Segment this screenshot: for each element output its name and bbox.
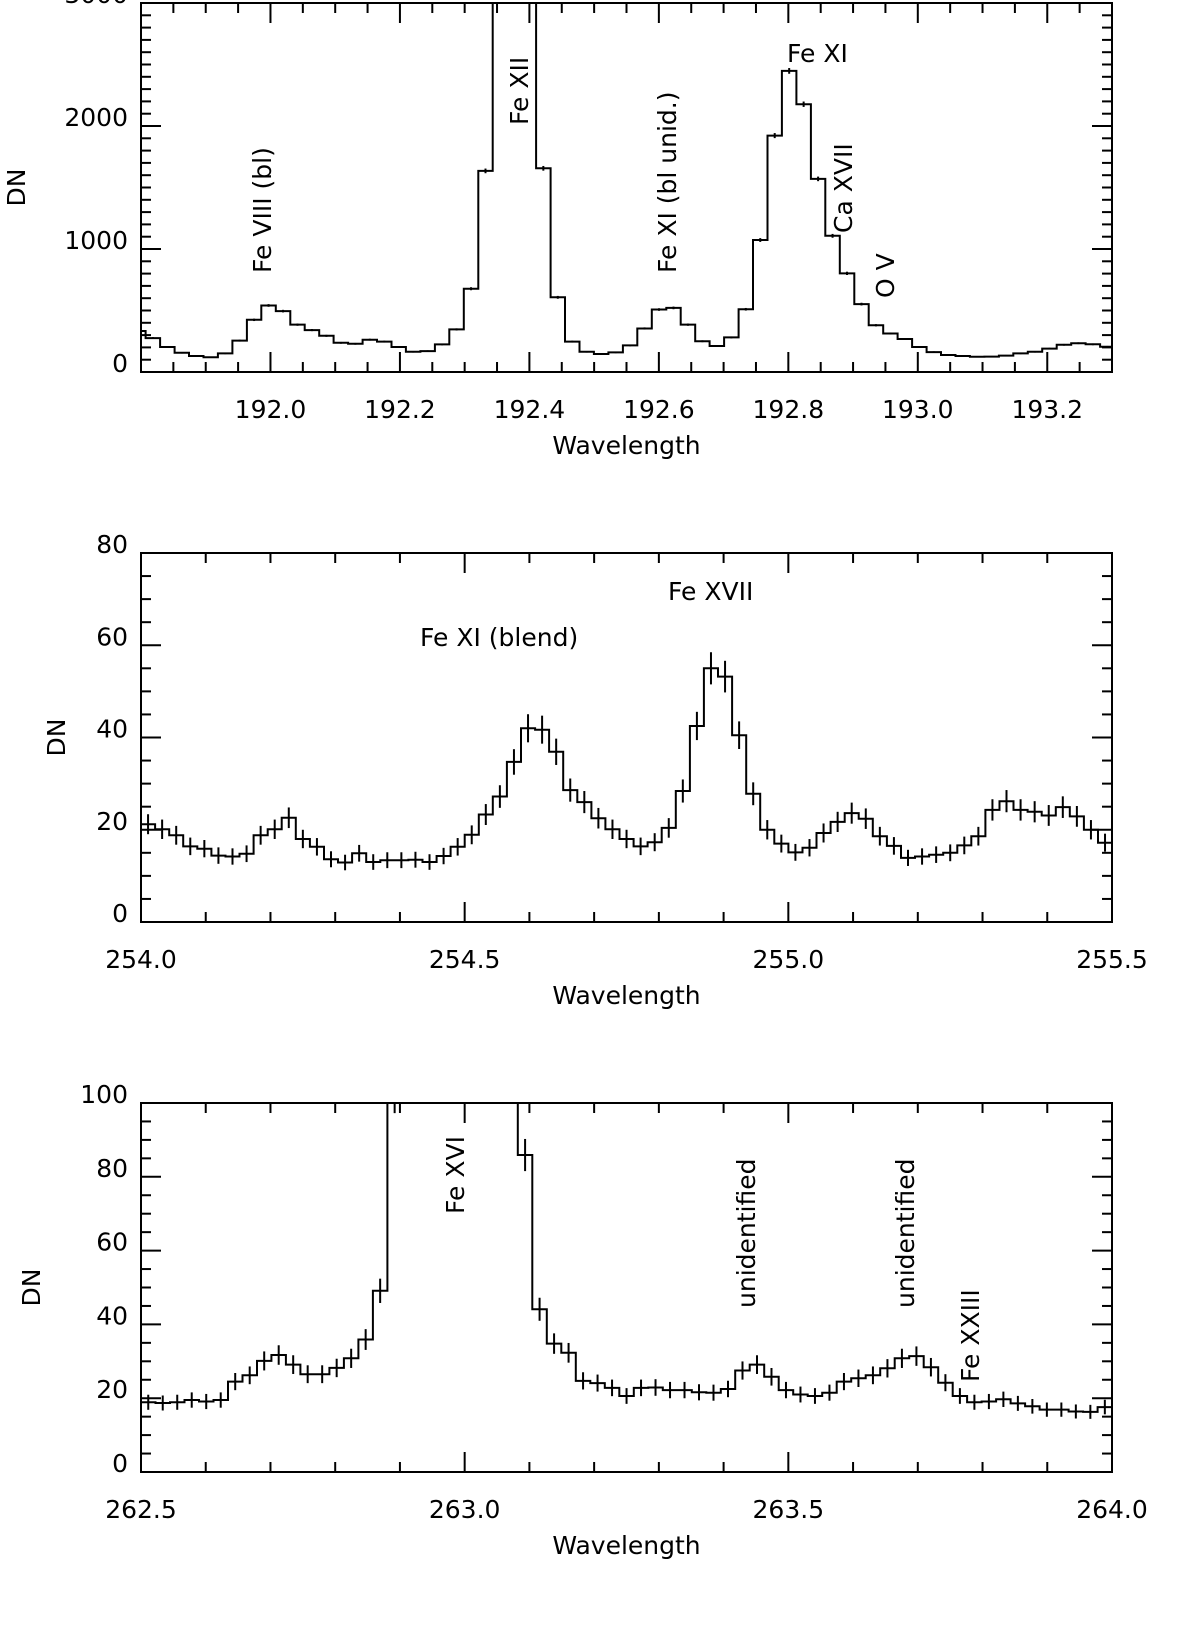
x-tick-label: 262.5 — [105, 1495, 177, 1524]
annotation-ca-xvii: Ca XVII — [829, 143, 858, 233]
y-axis-title: DN — [42, 719, 71, 757]
y-tick-label: 20 — [96, 807, 128, 836]
x-tick-label: 193.0 — [882, 395, 954, 424]
y-tick-label: 0 — [112, 899, 128, 928]
x-tick-label: 192.6 — [623, 395, 695, 424]
x-tick-label: 192.2 — [364, 395, 436, 424]
x-tick-label: 263.0 — [429, 1495, 501, 1524]
y-tick-label: 2000 — [64, 103, 128, 132]
y-tick-label: 100 — [80, 1080, 128, 1109]
y-tick-label: 20 — [96, 1375, 128, 1404]
spectrum-step-line — [141, 667, 1112, 864]
y-tick-label: 80 — [96, 1154, 128, 1183]
annotation-fe-xi: Fe XI — [787, 39, 848, 68]
annotation-fe-xvii: Fe XVII — [668, 577, 753, 606]
y-axis-title: DN — [2, 169, 31, 207]
x-axis-title: Wavelength — [552, 431, 700, 460]
y-tick-label: 3000 — [64, 0, 128, 9]
annotation-fe-xvi: Fe XVI — [441, 1136, 470, 1214]
x-tick-label: 263.5 — [753, 1495, 825, 1524]
x-tick-label: 193.2 — [1011, 395, 1083, 424]
x-tick-label: 254.0 — [105, 945, 177, 974]
annotation-fe-xi-bl-unid: Fe XI (bl unid.) — [653, 91, 682, 273]
y-tick-label: 0 — [112, 349, 128, 378]
annotation-fe-xii: Fe XII — [505, 57, 534, 125]
annotation-unidentified-1: unidentified — [732, 1159, 761, 1308]
annotation-unidentified-2: unidentified — [891, 1159, 920, 1308]
x-tick-label: 192.4 — [494, 395, 566, 424]
x-tick-label: 255.0 — [753, 945, 825, 974]
x-tick-label: 254.5 — [429, 945, 501, 974]
x-tick-label: 192.0 — [235, 395, 307, 424]
annotation-fe-xi-blend: Fe XI (blend) — [420, 623, 578, 652]
x-tick-label: 264.0 — [1076, 1495, 1148, 1524]
y-tick-label: 60 — [96, 622, 128, 651]
panel-254: 254.0 254.5 255.0 255.5 0 20 40 60 80 Wavelength D… — [42, 530, 1148, 1010]
x-tick-label: 255.5 — [1076, 945, 1148, 974]
x-axis-title: Wavelength — [552, 1531, 700, 1560]
y-tick-label: 80 — [96, 530, 128, 559]
y-tick-label: 0 — [112, 1449, 128, 1478]
x-axis-title: Wavelength — [552, 981, 700, 1010]
annotation-o-v: O V — [871, 253, 900, 298]
y-axis-title: DN — [17, 1269, 46, 1307]
annotation-fe-xxiii: Fe XXIII — [956, 1289, 985, 1382]
y-tick-label: 40 — [96, 1301, 128, 1330]
y-tick-label: 40 — [96, 715, 128, 744]
panel-263: 262.5 263.0 263.5 264.0 0 20 40 60 80 100 Waveleng… — [17, 1080, 1148, 1560]
y-tick-label: 60 — [96, 1228, 128, 1257]
x-tick-label: 192.8 — [753, 395, 825, 424]
panel-192: 192.0 192.2 192.4 192.6 192.8 193.0 193.2 0 1000… — [2, 0, 1113, 460]
y-tick-label: 1000 — [64, 226, 128, 255]
annotation-fe-viii: Fe VIII (bl) — [248, 147, 277, 273]
